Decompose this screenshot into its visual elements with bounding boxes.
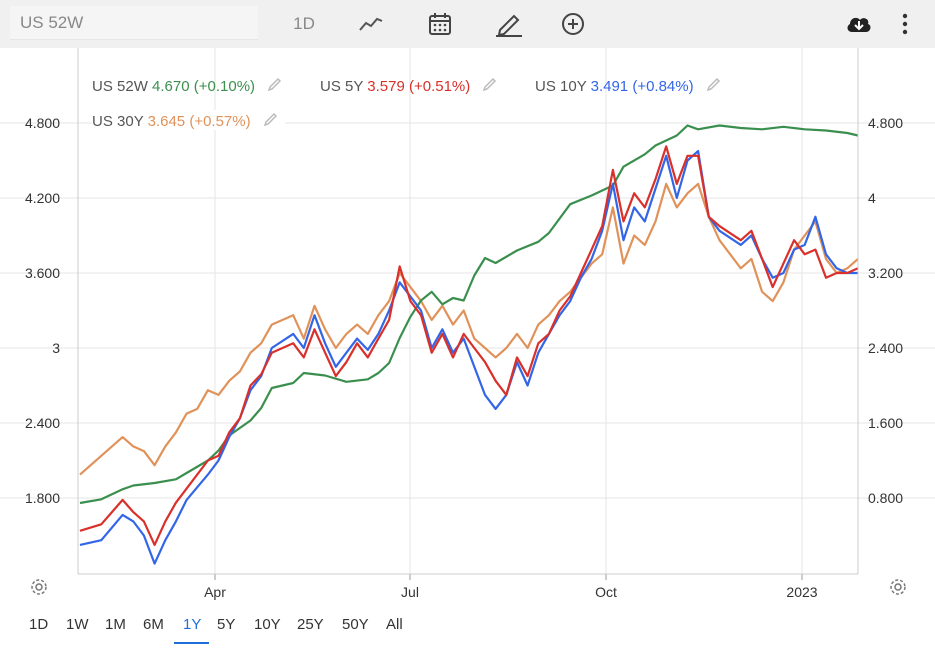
range-25y[interactable]: 25Y [297,616,324,633]
legend-name: US 10Y [535,78,587,95]
legend-change: (+0.10%) [193,78,256,95]
chart-area[interactable]: 1.800 0.800 2.400 1.600 3 2.400 3.600 3.200 4.20… [0,48,935,608]
edit-pencil-icon[interactable] [263,112,279,130]
download-icon[interactable] [843,8,875,40]
x-axis-tick-label: Oct [595,584,617,600]
legend-value: 4.670 [152,78,190,95]
add-compare-icon[interactable] [558,8,588,40]
legend-value: 3.579 [367,78,405,95]
left-axis-tick-label: 1.800 [25,490,60,506]
symbol-search-input[interactable] [10,6,258,40]
range-all[interactable]: All [386,616,403,633]
legend-item-us10y[interactable]: US 10Y 3.491 (+0.84%) [535,75,722,95]
right-axis-tick-label: 3.200 [868,265,903,281]
left-axis-tick-label: 3 [52,340,60,356]
legend-name: US 52W [92,78,148,95]
legend-name: US 5Y [320,78,364,95]
series-line-us-30y[interactable] [79,182,859,476]
right-axis-tick-label: 0.800 [868,490,903,506]
range-1d[interactable]: 1D [29,616,49,633]
range-1m[interactable]: 1M [105,616,126,633]
x-axis-tick-label: 2023 [786,584,817,600]
right-axis-settings-gear-icon[interactable] [889,578,907,601]
series-line-us-5y[interactable] [79,145,859,547]
price-chart[interactable]: 1.800 0.800 2.400 1.600 3 2.400 3.600 3.200 4.20… [0,48,935,608]
range-6m[interactable]: 6M [143,616,164,633]
toolbar: 1D [0,0,935,48]
legend-item-us5y[interactable]: US 5Y 3.579 (+0.51%) [320,75,498,95]
range-1w[interactable]: 1W [66,616,89,633]
edit-pencil-icon[interactable] [706,77,722,95]
left-axis-tick-label: 3.600 [25,265,60,281]
edit-pencil-icon[interactable] [267,77,283,95]
legend-change: (+0.57%) [189,113,251,130]
legend-value: 3.645 [147,113,186,130]
left-axis-settings-gear-icon[interactable] [30,578,48,601]
series-line-us-52w[interactable] [79,124,859,505]
legend-item-us30y[interactable]: US 30Y 3.645 (+0.57%) [92,110,285,130]
x-axis-tick-label: Apr [204,584,226,600]
right-axis-tick-label: 4.800 [868,115,903,131]
more-icon[interactable] [893,8,917,40]
calendar-icon[interactable] [424,8,456,40]
line-chart-icon[interactable] [356,8,386,40]
series-line-us-10y[interactable] [79,150,858,565]
legend-item-us52w[interactable]: US 52W 4.670 (+0.10%) [92,75,283,95]
range-selector: 1D 1W 1M 6M 1Y 5Y 10Y 25Y 50Y All [0,608,935,652]
legend-name: US 30Y [92,113,144,130]
range-1y[interactable]: 1Y [183,616,202,633]
draw-icon[interactable] [492,8,526,40]
legend-change: (+0.84%) [632,78,694,95]
range-5y[interactable]: 5Y [217,616,236,633]
right-axis-tick-label: 1.600 [868,415,903,431]
x-axis-tick-label: Jul [401,584,419,600]
left-axis-tick-label: 4.200 [25,190,60,206]
interval-button[interactable]: 1D [293,14,315,33]
left-axis-tick-label: 4.800 [25,115,60,131]
right-axis-tick-label: 2.400 [868,340,903,356]
right-axis-tick-label: 4 [868,190,876,206]
legend-change: (+0.51%) [408,78,471,95]
left-axis-tick-label: 2.400 [25,415,60,431]
range-50y[interactable]: 50Y [342,616,369,633]
range-10y[interactable]: 10Y [254,616,281,633]
edit-pencil-icon[interactable] [482,77,498,95]
active-range-indicator [174,642,209,644]
legend-value: 3.491 [590,78,629,95]
